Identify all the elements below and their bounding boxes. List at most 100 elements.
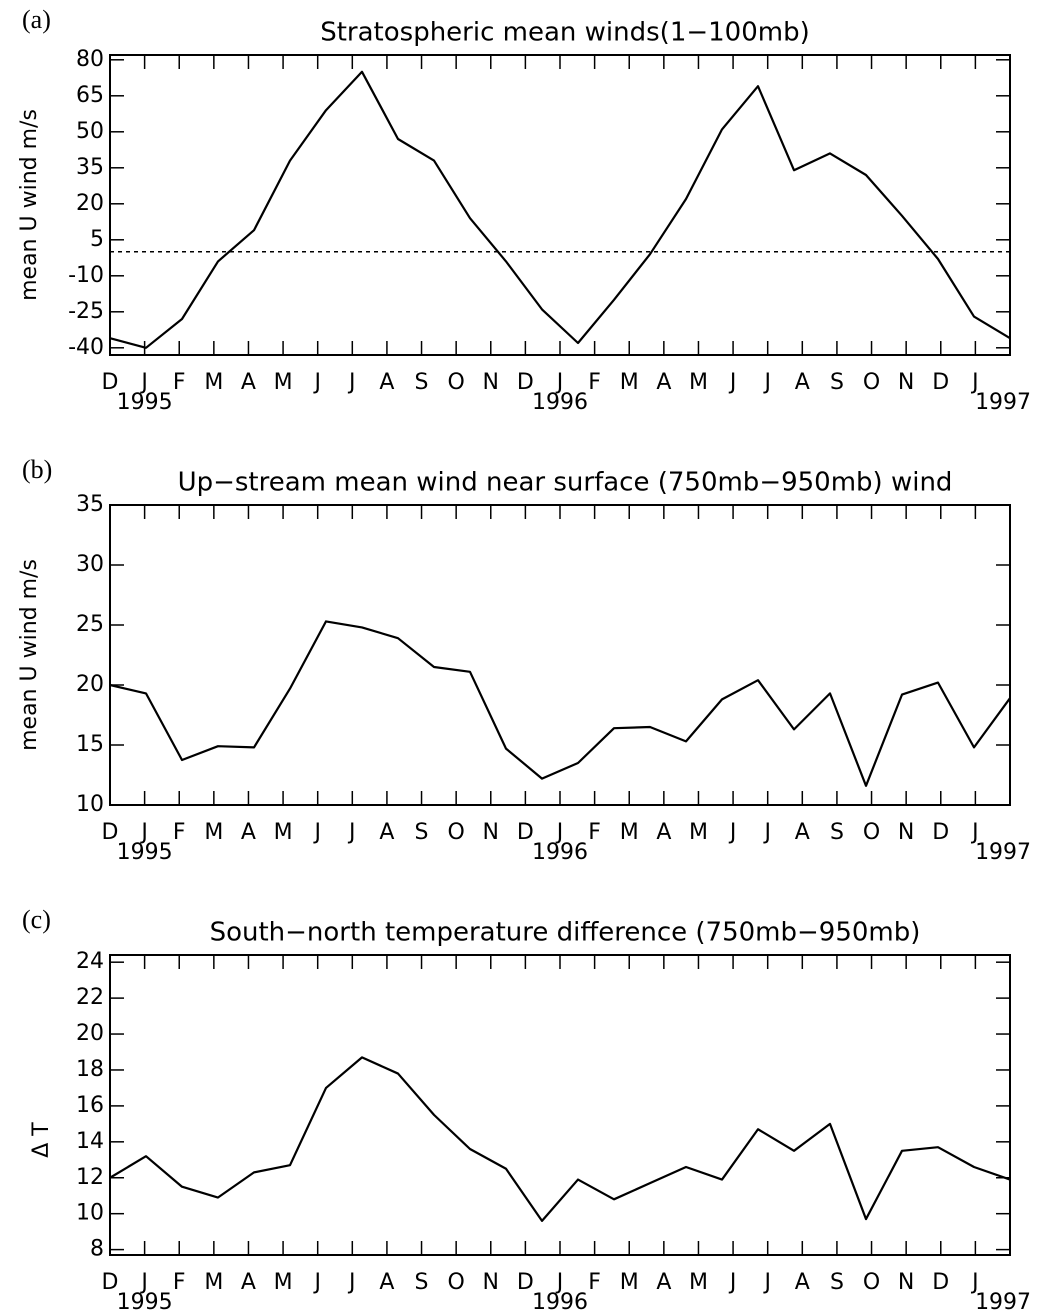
year-label: 1996 <box>532 1290 588 1314</box>
x-tick-label: O <box>447 1270 464 1295</box>
x-tick-label: J <box>312 370 321 395</box>
x-tick-label: M <box>689 370 708 395</box>
x-tick-label: D <box>102 370 119 395</box>
x-tick-label: A <box>379 370 394 395</box>
y-axis-label: mean U wind m/s <box>17 559 42 751</box>
chart-title: Stratospheric mean winds(1−100mb) <box>320 18 810 48</box>
y-tick-label: 65 <box>76 83 104 108</box>
x-tick-label: A <box>795 820 810 845</box>
x-tick-label: O <box>863 820 880 845</box>
x-tick-label: D <box>102 1270 119 1295</box>
x-tick-label: M <box>689 1270 708 1295</box>
x-tick-label: S <box>415 1270 429 1295</box>
x-tick-label: A <box>656 370 671 395</box>
year-label: 1995 <box>117 390 173 415</box>
panel-label: (c) <box>22 905 51 934</box>
x-tick-label: J <box>139 1270 148 1295</box>
x-tick-label: S <box>830 1270 844 1295</box>
x-tick-label: A <box>241 370 256 395</box>
x-tick-label: O <box>447 370 464 395</box>
x-tick-label: N <box>483 820 499 845</box>
year-label: 1997 <box>975 390 1031 415</box>
year-label: 1996 <box>532 390 588 415</box>
y-tick-label: -25 <box>68 299 104 324</box>
x-tick-label: F <box>588 820 601 845</box>
x-tick-label: D <box>517 1270 534 1295</box>
x-tick-label: J <box>555 370 564 395</box>
x-tick-label: N <box>898 820 914 845</box>
plot-frame <box>109 954 1011 1256</box>
y-tick-label: 5 <box>90 227 104 252</box>
x-tick-label: J <box>970 820 979 845</box>
x-tick-label: D <box>517 820 534 845</box>
year-label: 1995 <box>117 1290 173 1314</box>
data-line <box>109 70 1011 349</box>
x-tick-label: J <box>139 370 148 395</box>
data-line <box>109 1056 1011 1222</box>
x-tick-label: J <box>728 1270 737 1295</box>
x-tick-label: F <box>588 370 601 395</box>
plot-frame <box>109 504 1011 806</box>
x-tick-label: F <box>588 1270 601 1295</box>
x-tick-label: A <box>241 820 256 845</box>
y-tick-label: 18 <box>76 1057 104 1082</box>
x-tick-label: J <box>970 1270 979 1295</box>
x-tick-label: A <box>656 820 671 845</box>
y-tick-label: 30 <box>76 552 104 577</box>
x-tick-label: F <box>173 820 186 845</box>
chart-title: South−north temperature difference (750m… <box>210 918 921 948</box>
x-tick-label: J <box>139 820 148 845</box>
x-tick-label: J <box>728 820 737 845</box>
x-tick-label: J <box>347 820 356 845</box>
x-tick-label: J <box>347 370 356 395</box>
y-tick-label: 20 <box>76 191 104 216</box>
x-tick-label: M <box>204 820 223 845</box>
y-tick-label: 10 <box>76 1201 104 1226</box>
x-tick-label: F <box>173 370 186 395</box>
x-tick-label: N <box>898 370 914 395</box>
x-tick-label: M <box>274 370 293 395</box>
y-tick-label: 35 <box>76 492 104 517</box>
year-label: 1997 <box>975 1290 1031 1314</box>
x-tick-label: J <box>762 1270 771 1295</box>
y-tick-label: 14 <box>76 1129 104 1154</box>
x-tick-label: A <box>241 1270 256 1295</box>
x-tick-label: J <box>312 1270 321 1295</box>
plot-frame <box>109 54 1011 356</box>
x-tick-label: A <box>795 1270 810 1295</box>
chart-title: Up−stream mean wind near surface (750mb−… <box>178 468 953 498</box>
x-tick-label: A <box>379 1270 394 1295</box>
x-tick-label: A <box>795 370 810 395</box>
x-tick-label: F <box>173 1270 186 1295</box>
x-tick-label: D <box>102 820 119 845</box>
x-tick-label: D <box>932 820 949 845</box>
panel-label: (a) <box>22 5 51 34</box>
x-tick-label: J <box>555 820 564 845</box>
x-tick-label: M <box>274 1270 293 1295</box>
x-tick-label: D <box>932 1270 949 1295</box>
y-tick-label: 8 <box>90 1237 104 1262</box>
y-tick-label: 20 <box>76 1021 104 1046</box>
x-tick-label: J <box>728 370 737 395</box>
y-tick-label: 25 <box>76 612 104 637</box>
x-tick-label: A <box>379 820 394 845</box>
x-tick-label: S <box>415 820 429 845</box>
x-tick-label: J <box>347 1270 356 1295</box>
x-tick-label: M <box>689 820 708 845</box>
x-tick-label: N <box>483 370 499 395</box>
y-tick-label: 80 <box>76 47 104 72</box>
x-tick-label: A <box>656 1270 671 1295</box>
x-tick-label: M <box>274 820 293 845</box>
x-tick-label: J <box>312 820 321 845</box>
y-tick-label: -10 <box>68 263 104 288</box>
x-tick-label: O <box>447 820 464 845</box>
y-tick-label: -40 <box>68 335 104 360</box>
x-tick-label: J <box>762 820 771 845</box>
y-tick-label: 10 <box>76 792 104 817</box>
x-tick-label: S <box>830 370 844 395</box>
x-tick-label: O <box>863 1270 880 1295</box>
x-tick-label: M <box>620 820 639 845</box>
x-tick-label: M <box>620 1270 639 1295</box>
x-tick-label: N <box>483 1270 499 1295</box>
y-axis-label: mean U wind m/s <box>17 109 42 301</box>
